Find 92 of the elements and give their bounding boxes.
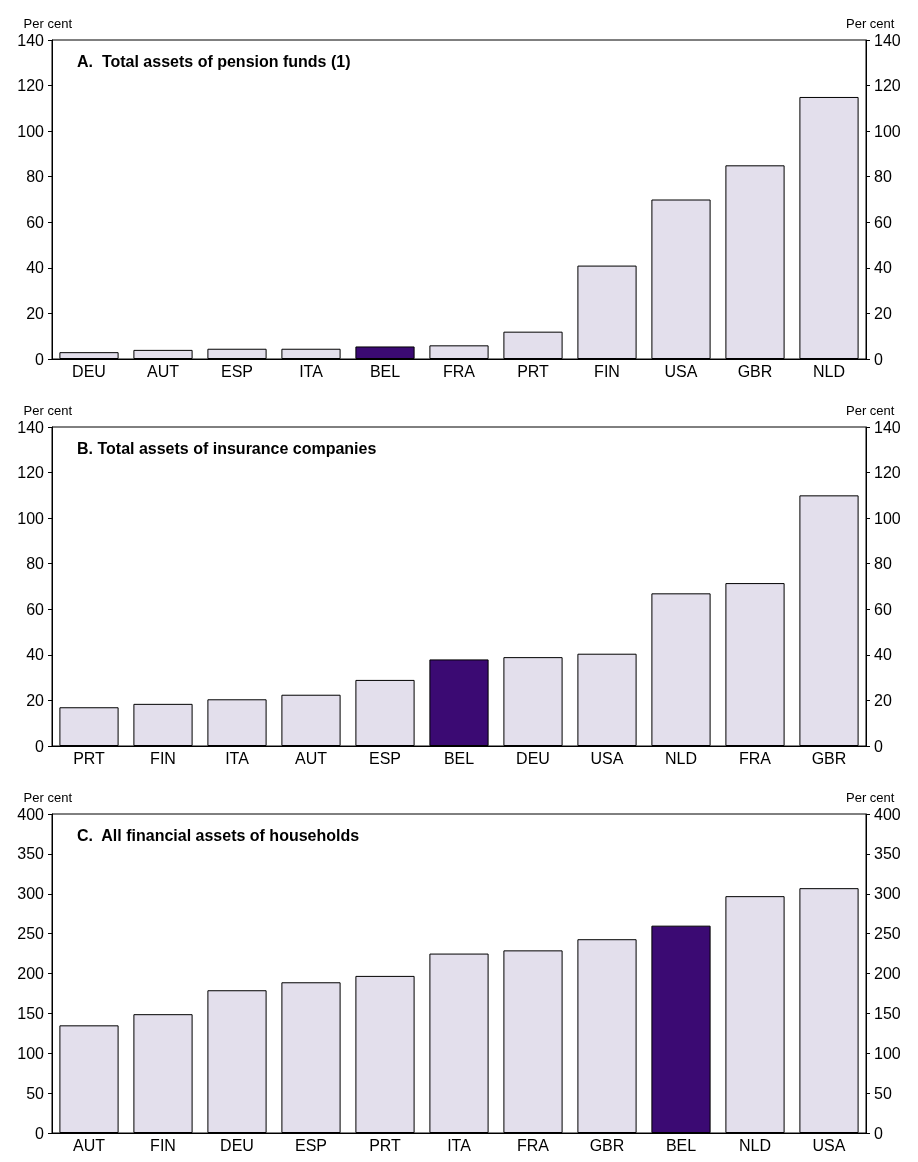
x-tick-label: USA: [664, 362, 698, 380]
y-tick-label: 300: [17, 885, 45, 903]
x-tick-label: ITA: [299, 362, 324, 380]
y-tick-label: 40: [26, 259, 45, 277]
x-tick-label: DEU: [220, 1136, 254, 1154]
y-tick-label: 150: [17, 1004, 45, 1022]
y-tick-label: 100: [17, 1044, 45, 1062]
y2-tick-label: 100: [874, 509, 901, 527]
text: B. Total assets of insurance companies: [77, 439, 377, 457]
y-tick-label: 40: [26, 646, 45, 664]
y-tick-label: 250: [17, 925, 45, 943]
y2-tick-label: 20: [874, 304, 892, 322]
y-tick-label: 120: [17, 464, 45, 482]
y2-tick-label: 400: [874, 805, 901, 823]
y-tick-label: 80: [26, 168, 45, 186]
text: A. Total assets of pension funds (1): [77, 52, 351, 70]
y2-tick-label: 80: [874, 555, 892, 573]
y-axis-title: Per cent: [23, 403, 73, 418]
y-tick-label: 100: [17, 509, 45, 527]
y2-axis-title: Per cent: [846, 16, 895, 31]
y2-tick-label: 0: [874, 737, 883, 755]
x-tick-label: GBR: [737, 362, 773, 380]
y-tick-label: 350: [17, 845, 45, 863]
y2-tick-label: 120: [874, 464, 901, 482]
y2-tick-label: 250: [874, 925, 901, 943]
y-tick-label: 200: [17, 965, 45, 982]
y-tick-label: 0: [35, 350, 45, 368]
x-tick-label: DEU: [72, 362, 106, 380]
x-tick-label: NLD: [738, 1136, 772, 1154]
text: C. All financial assets of households: [77, 826, 360, 844]
x-tick-label: BEL: [665, 1136, 697, 1154]
y2-tick-label: 140: [874, 31, 901, 49]
y2-tick-label: 40: [874, 259, 892, 277]
x-tick-label: ITA: [225, 749, 250, 767]
x-tick-label: NLD: [664, 749, 698, 767]
y2-tick-label: 50: [874, 1084, 892, 1102]
y2-tick-label: 200: [874, 965, 901, 982]
y2-tick-label: 100: [874, 122, 901, 140]
y-tick-label: 80: [26, 555, 45, 573]
y-tick-label: 100: [17, 122, 45, 140]
y2-tick-label: 100: [874, 1044, 901, 1062]
y-tick-label: 60: [26, 213, 45, 231]
x-tick-label: FRA: [739, 749, 772, 767]
y-tick-label: 50: [26, 1084, 45, 1102]
x-tick-label: ESP: [294, 1136, 328, 1154]
y-tick-label: 20: [26, 304, 45, 322]
y-tick-label: 20: [26, 691, 45, 709]
y2-tick-label: 140: [874, 418, 901, 436]
x-tick-label: PRT: [517, 362, 550, 380]
x-tick-label: GBR: [589, 1136, 625, 1154]
y2-tick-label: 60: [874, 600, 892, 618]
y-tick-label: 60: [26, 600, 45, 618]
y2-tick-label: 20: [874, 691, 892, 709]
y2-axis-title: Per cent: [846, 790, 895, 805]
x-tick-label: FIN: [150, 1136, 176, 1154]
y-axis-title: Per cent: [23, 16, 73, 31]
y2-tick-label: 300: [874, 885, 901, 903]
x-tick-label: AUT: [147, 362, 180, 380]
x-tick-label: FIN: [594, 362, 620, 380]
x-tick-label: FRA: [443, 362, 476, 380]
y2-tick-label: 0: [874, 350, 883, 368]
x-tick-label: FIN: [150, 749, 176, 767]
x-tick-label: BEL: [369, 362, 401, 380]
y-tick-label: 120: [17, 77, 45, 95]
x-tick-label: USA: [590, 749, 624, 767]
y-tick-label: 140: [17, 418, 45, 436]
y2-tick-label: 350: [874, 845, 901, 863]
x-tick-label: PRT: [73, 749, 106, 767]
y-tick-label: 140: [17, 31, 45, 49]
x-tick-label: ESP: [368, 749, 402, 767]
y-axis-title: Per cent: [23, 790, 73, 805]
y-tick-label: 400: [17, 805, 45, 823]
x-tick-label: NLD: [812, 362, 846, 380]
x-tick-label: GBR: [811, 749, 847, 767]
x-tick-label: PRT: [369, 1136, 402, 1154]
x-tick-label: FRA: [517, 1136, 550, 1154]
y-tick-label: 0: [35, 1124, 45, 1142]
y2-axis-title: Per cent: [846, 403, 895, 418]
y2-tick-label: 120: [874, 77, 901, 95]
y2-tick-label: 0: [874, 1124, 883, 1142]
y2-tick-label: 80: [874, 168, 892, 186]
x-tick-label: BEL: [443, 749, 475, 767]
x-tick-label: AUT: [73, 1136, 106, 1154]
x-tick-label: AUT: [295, 749, 328, 767]
y2-tick-label: 40: [874, 646, 892, 664]
y-tick-label: 0: [35, 737, 45, 755]
x-tick-label: USA: [812, 1136, 846, 1154]
y2-tick-label: 150: [874, 1004, 901, 1022]
x-tick-label: ESP: [220, 362, 254, 380]
x-tick-label: DEU: [516, 749, 550, 767]
x-tick-label: ITA: [447, 1136, 472, 1154]
y2-tick-label: 60: [874, 213, 892, 231]
